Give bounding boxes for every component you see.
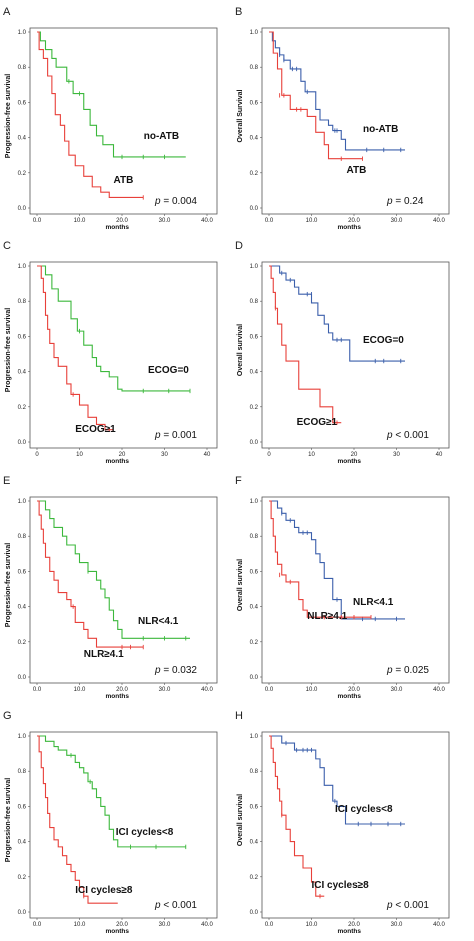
- x-axis-label: months: [337, 458, 361, 465]
- p-value-text: < 0.001: [392, 900, 429, 911]
- panel-label: A: [3, 6, 11, 18]
- p-value-text: = 0.032: [160, 665, 197, 676]
- p-value-text: < 0.001: [160, 900, 197, 911]
- series-label: NLR≥4.1: [307, 611, 348, 623]
- panel-label: H: [235, 710, 243, 722]
- series-label: ICI cycles<8: [115, 826, 174, 838]
- p-symbol: p: [155, 900, 161, 911]
- p-value: p < 0.001: [155, 900, 197, 911]
- panel-label: B: [235, 6, 243, 18]
- x-axis-label: months: [337, 928, 361, 935]
- series-label: ICI cycles≥8: [75, 885, 133, 897]
- y-tick-label: 1.0: [250, 734, 259, 740]
- x-axis-label: months: [337, 224, 361, 231]
- y-tick-label: 0.0: [250, 910, 259, 916]
- series-label: no-ATB: [143, 130, 180, 142]
- p-value: p < 0.001: [387, 430, 429, 441]
- x-axis-label: months: [105, 693, 129, 700]
- series-label: ICI cycles<8: [335, 804, 393, 815]
- panel-label: C: [3, 240, 11, 252]
- x-tick-label: 40.0: [433, 922, 445, 928]
- p-symbol: p: [155, 430, 161, 441]
- p-value-text: = 0.24: [392, 196, 424, 207]
- panel-label: G: [3, 710, 12, 722]
- p-value-text: = 0.001: [160, 430, 197, 441]
- x-tick-label: 0.0: [265, 922, 274, 928]
- y-axis-label: Overall survival: [237, 793, 244, 847]
- x-axis-label: months: [105, 458, 129, 465]
- p-value: p = 0.001: [155, 430, 197, 441]
- p-value-text: < 0.001: [392, 430, 429, 441]
- panel-label: F: [235, 475, 242, 487]
- p-value: p = 0.24: [387, 196, 423, 207]
- p-value: p = 0.032: [155, 665, 197, 676]
- series-label: ECOG=0: [363, 335, 404, 347]
- x-axis-label: months: [105, 928, 129, 935]
- p-value-text: = 0.004: [160, 196, 197, 207]
- x-tick-label: 30.0: [391, 922, 403, 928]
- p-symbol: p: [155, 665, 161, 676]
- y-tick-label: 0.4: [250, 840, 259, 846]
- x-axis-label: months: [105, 224, 129, 231]
- y-tick-label: 0.8: [250, 769, 259, 775]
- p-symbol: p: [387, 900, 393, 911]
- series-label: ECOG=0: [148, 364, 189, 376]
- y-tick-label: 0.6: [250, 804, 259, 810]
- panel-label: E: [3, 475, 11, 487]
- p-value: p = 0.025: [387, 665, 429, 676]
- survival-curve-red: [269, 735, 325, 897]
- series-label: NLR≥4.1: [83, 649, 124, 661]
- p-value-text: = 0.025: [392, 665, 429, 676]
- series-label: ATB: [113, 175, 134, 187]
- series-label: ATB: [346, 164, 367, 176]
- series-label: NLR<4.1: [138, 616, 179, 628]
- series-label: ICI cycles≥8: [311, 880, 369, 892]
- y-tick-label: 0.2: [250, 875, 259, 881]
- p-symbol: p: [387, 196, 393, 207]
- p-symbol: p: [387, 430, 393, 441]
- p-symbol: p: [387, 665, 393, 676]
- x-axis-label: months: [337, 693, 361, 700]
- panel-label: D: [235, 240, 243, 252]
- p-symbol: p: [155, 196, 161, 207]
- x-tick-label: 10.0: [306, 922, 318, 928]
- series-label: ECOG≥1: [296, 416, 338, 428]
- series-label: NLR<4.1: [353, 596, 394, 608]
- series-label: no-ATB: [363, 123, 399, 135]
- series-label: ECOG≥1: [75, 423, 116, 435]
- p-value: p < 0.001: [387, 900, 429, 911]
- p-value: p = 0.004: [155, 196, 197, 207]
